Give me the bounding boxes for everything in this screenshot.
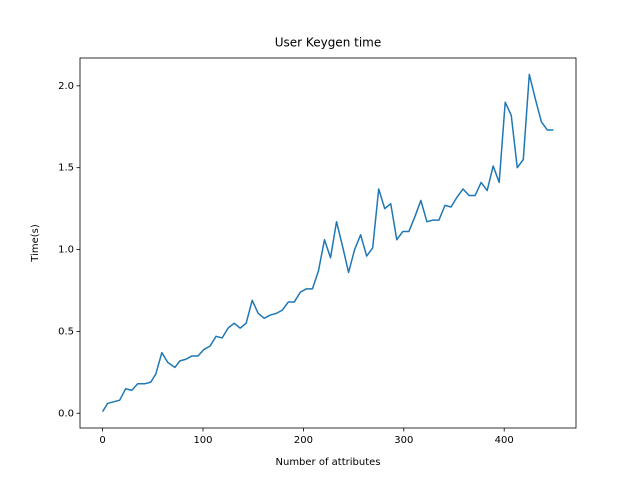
y-tick-label: 0.0 xyxy=(58,408,74,419)
x-axis-label: Number of attributes xyxy=(276,457,381,468)
line-series xyxy=(101,73,554,413)
y-tick-label: 2.0 xyxy=(58,81,74,92)
y-axis-label: Time(s) xyxy=(30,224,41,263)
x-tick-label: 100 xyxy=(193,435,212,446)
chart-title: User Keygen time xyxy=(275,36,381,50)
x-tick-label: 300 xyxy=(394,435,413,446)
x-tick-label: 200 xyxy=(294,435,313,446)
x-tick-label: 400 xyxy=(495,435,514,446)
y-tick-label: 1.5 xyxy=(58,163,74,174)
x-tick-label: 0 xyxy=(99,435,105,446)
y-tick-label: 1.0 xyxy=(58,245,74,256)
plot-frame xyxy=(79,57,577,429)
y-tick-label: 0.5 xyxy=(58,326,74,337)
